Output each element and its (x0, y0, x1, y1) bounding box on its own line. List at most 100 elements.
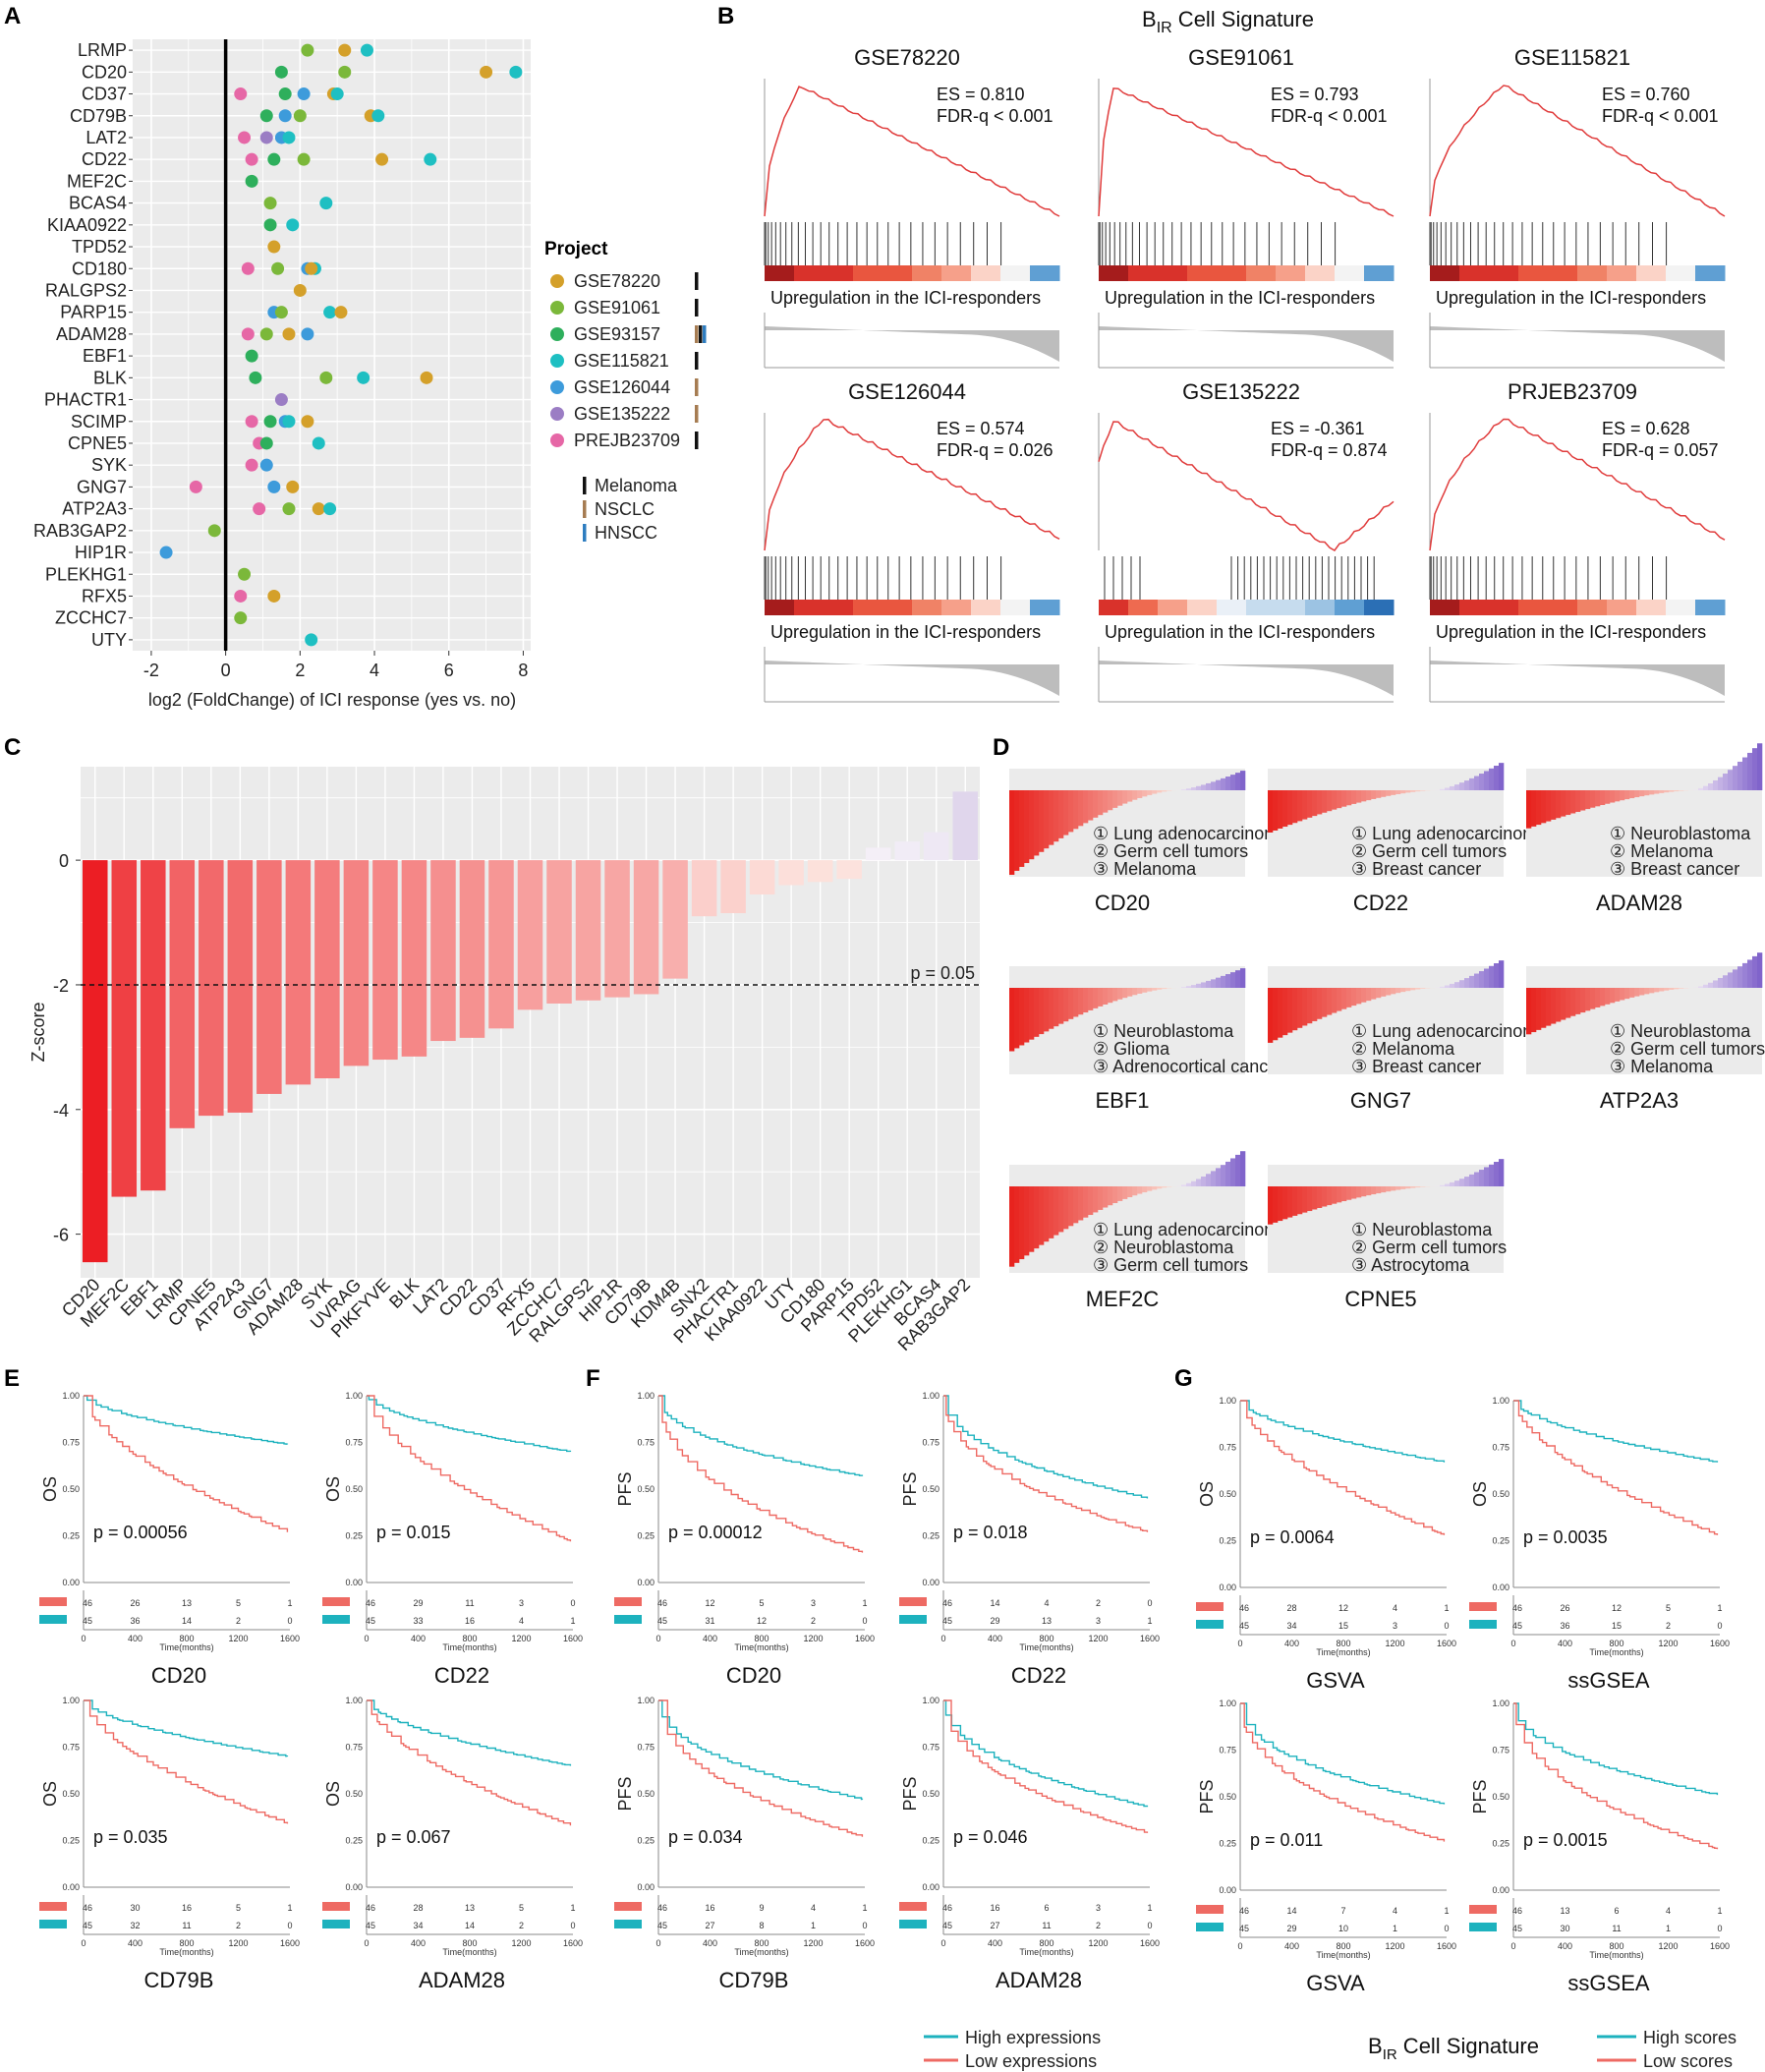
expression-bar (1009, 988, 1015, 1052)
gsea-es: ES = 0.574 (937, 419, 1025, 438)
expression-bar (1098, 988, 1104, 1007)
risk-low-count: 12 (1612, 1603, 1622, 1613)
expression-bar (1292, 1186, 1298, 1216)
risk-high-count: 10 (1338, 1924, 1348, 1933)
km-pvalue: p = 0.034 (668, 1827, 743, 1847)
x-tick-label: 400 (411, 1938, 426, 1948)
y-tick-label: 0.75 (637, 1438, 655, 1448)
heat-segment (1276, 600, 1306, 615)
y-tick-label: 1.00 (922, 1696, 939, 1705)
km-curve (658, 1395, 864, 1553)
x-tick-label: 800 (1039, 1938, 1053, 1948)
risk-low-count: 5 (1666, 1603, 1671, 1613)
expression-bar (1479, 971, 1485, 988)
panel-label-d: D (993, 734, 1009, 761)
expression-bar (1366, 1186, 1372, 1196)
zscore-bar (807, 860, 833, 883)
expression-gene-name: GNG7 (1350, 1088, 1411, 1113)
risk-high-swatch (1469, 1620, 1497, 1629)
km-pvalue: p = 0.00056 (93, 1523, 188, 1542)
km-pvalue: p = 0.00012 (668, 1523, 763, 1542)
expression-bar (1186, 788, 1192, 790)
expression-gene-name: CD20 (1095, 891, 1150, 915)
risk-high-count: 27 (990, 1921, 999, 1930)
tumor-rank-label: ③ Germ cell tumors (1093, 1255, 1248, 1275)
risk-low-swatch (899, 1597, 927, 1606)
x-tick-label: 0 (940, 1634, 945, 1643)
data-point (371, 109, 385, 123)
risk-low-count: 1 (1717, 1906, 1722, 1916)
expression-bar (1147, 988, 1153, 992)
gene-label: KIAA0922 (47, 215, 127, 235)
expression-bar (1162, 1186, 1167, 1188)
expression-bar (1464, 780, 1470, 790)
expression-bar (1605, 988, 1611, 1005)
heat-segment (941, 265, 972, 281)
expression-bar (1346, 1186, 1352, 1200)
gsea-plot: PRJEB23709 ES = 0.628 FDR-q = 0.057 Upregul… (1429, 379, 1726, 703)
expression-bar (1361, 988, 1367, 1003)
ranked-metric (1430, 661, 1725, 696)
risk-low-swatch (322, 1597, 350, 1606)
data-point (286, 480, 300, 493)
legend-project-label: GSE93157 (574, 324, 660, 344)
data-point (282, 327, 296, 341)
expression-bar (1108, 988, 1113, 1004)
expression-bar (1181, 1184, 1187, 1186)
y-tick-label: 0.75 (922, 1438, 939, 1448)
risk-low-count: 46 (366, 1598, 375, 1608)
zscore-bar (401, 860, 427, 1057)
risk-low-swatch (1469, 1905, 1497, 1914)
expression-bar (1541, 790, 1547, 824)
risk-high-count: 0 (287, 1921, 292, 1930)
expression-bar (1206, 1174, 1212, 1186)
expression-bar (1287, 790, 1293, 826)
km-ylabel: PFS (1197, 1779, 1217, 1813)
expression-bar (1211, 781, 1217, 790)
panel-label-e: E (4, 1365, 20, 1392)
gsea-caption: Upregulation in the ICI-responders (770, 622, 1041, 642)
expression-bar (1098, 1186, 1104, 1210)
expression-bar (1536, 790, 1542, 826)
expression-bar (1526, 790, 1532, 829)
km-curve (943, 1699, 1149, 1833)
y-tick-label: 0.75 (637, 1743, 655, 1753)
gsea-caption: Upregulation in the ICI-responders (1436, 288, 1706, 308)
heat-segment (1217, 600, 1247, 615)
cancer-type-mark (695, 432, 699, 449)
km-curve (658, 1699, 864, 1801)
legend-g-high-label: High scores (1643, 2028, 1737, 2047)
km-time-label: Time(months) (734, 1947, 788, 1957)
km-curve (1513, 1400, 1719, 1463)
expression-bar (1137, 790, 1143, 798)
data-point (357, 371, 370, 384)
data-point (293, 283, 307, 297)
expression-bar (1669, 790, 1675, 792)
expression-bar (1420, 790, 1426, 791)
km-time-label: Time(months) (734, 1642, 788, 1652)
expression-bar (1450, 785, 1455, 790)
gsea-fdr: FDR-q < 0.001 (937, 106, 1053, 126)
expression-bar (1752, 955, 1758, 988)
panel-label-c: C (4, 734, 21, 761)
expression-bar (1044, 988, 1050, 1032)
y-tick-label: 0.25 (922, 1531, 939, 1541)
expression-bar (1499, 1159, 1505, 1186)
expression-bar (1073, 1186, 1079, 1224)
expression-bar (1049, 1186, 1054, 1238)
tumor-rank-label: ② Germ cell tumors (1610, 1039, 1765, 1059)
risk-low-count: 6 (1044, 1903, 1049, 1913)
expression-bar (1332, 790, 1338, 810)
expression-bar (1132, 988, 1138, 996)
y-tick-label: 0.50 (1492, 1489, 1509, 1499)
expression-bar (1078, 790, 1084, 827)
cancer-type-mark (695, 378, 699, 396)
cancer-type-mark (695, 405, 699, 423)
risk-high-count: 1 (1666, 1924, 1671, 1933)
km-time-label: Time(months) (1316, 1647, 1370, 1657)
zscore-bar (720, 860, 746, 914)
expression-bar (1351, 790, 1357, 804)
y-tick-label: 0.50 (62, 1789, 80, 1799)
y-tick-label: 0.25 (1492, 1536, 1509, 1546)
